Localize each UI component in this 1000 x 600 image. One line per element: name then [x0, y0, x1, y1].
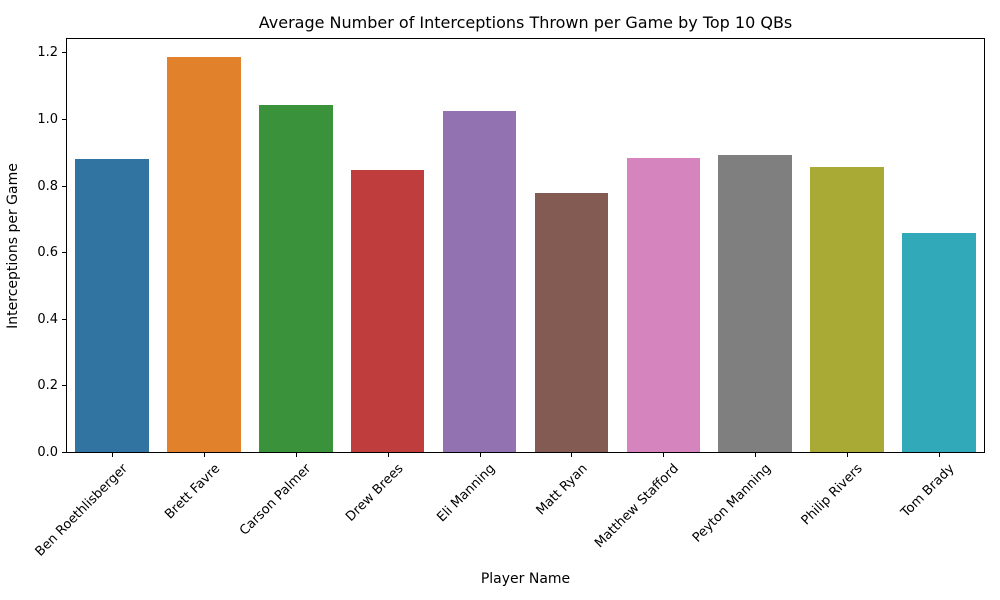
y-tick-mark	[62, 118, 66, 120]
x-tick-mark	[203, 453, 205, 457]
x-tick-mark	[111, 453, 113, 457]
y-axis-label: Interceptions per Game	[5, 163, 21, 329]
y-tick-mark	[62, 185, 66, 187]
y-tick-mark	[62, 52, 66, 54]
x-tick-mark	[755, 453, 757, 457]
x-tick-mark	[295, 453, 297, 457]
x-tick-label: Brett Favre	[161, 461, 223, 523]
x-tick-mark	[847, 453, 849, 457]
x-tick-label: Tom Brady	[898, 461, 958, 521]
y-tick-label: 0.0	[37, 445, 58, 460]
x-tick-label: Ben Roethlisberger	[32, 461, 131, 560]
bar-peyton-manning	[718, 154, 792, 452]
bar-ben-roethlisberger	[75, 159, 149, 452]
x-tick-label: Eli Manning	[434, 461, 499, 526]
y-tick-mark	[62, 252, 66, 254]
x-tick-mark	[663, 453, 665, 457]
x-tick-label: Matt Ryan	[533, 461, 591, 519]
bar-carson-palmer	[258, 104, 333, 452]
bar-tom-brady	[902, 232, 976, 452]
x-tick-label: Carson Palmer	[237, 461, 315, 539]
x-tick-label: Philip Rivers	[799, 461, 867, 529]
y-tick-label: 1.0	[37, 111, 58, 127]
y-tick-mark	[62, 452, 66, 453]
x-tick-mark	[387, 453, 389, 457]
bar-matthew-stafford	[626, 157, 701, 452]
y-tick-mark	[62, 385, 66, 387]
bar-drew-brees	[350, 170, 425, 452]
x-tick-mark	[571, 453, 573, 457]
x-tick-mark	[939, 453, 941, 457]
y-tick-label: 1.2	[37, 45, 58, 61]
bar-matt-ryan	[534, 192, 609, 452]
y-tick-label: 0.8	[37, 178, 58, 194]
y-tick-label: 0.2	[37, 378, 58, 394]
plot-area	[66, 38, 985, 453]
bar-brett-favre	[167, 57, 241, 452]
y-tick-label: 0.4	[37, 311, 58, 327]
x-tick-mark	[479, 453, 481, 457]
x-tick-label: Peyton Manning	[689, 461, 775, 546]
bar-eli-manning	[442, 110, 517, 452]
y-tick-label: 0.6	[37, 245, 58, 261]
x-axis-label: Player Name	[480, 571, 571, 587]
chart-title: Average Number of Interceptions Thrown p…	[258, 13, 793, 32]
y-tick-mark	[62, 318, 66, 320]
bar-philip-rivers	[810, 166, 884, 452]
x-tick-label: Matthew Stafford	[592, 461, 683, 552]
x-tick-label: Drew Brees	[343, 461, 407, 525]
